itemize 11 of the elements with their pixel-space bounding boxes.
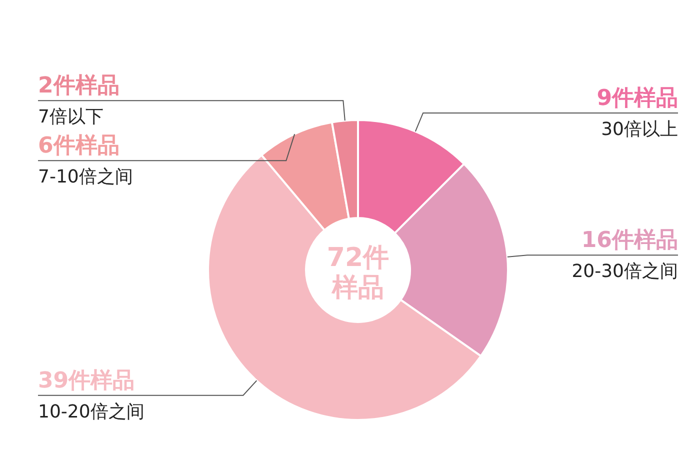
slice-label: 7-10倍之间 xyxy=(38,166,133,188)
data-label: 6件样品 xyxy=(38,134,120,159)
data-label: 16件样品 xyxy=(581,228,678,254)
text: 72件样品 xyxy=(326,243,390,303)
slice-label: 30倍以上 xyxy=(601,118,678,140)
slice-label: 10-20倍之间 xyxy=(38,401,144,422)
data-label: 39件样品 xyxy=(38,368,135,394)
data-label: 9件样品 xyxy=(596,86,678,111)
slice-label: 7倍以下 xyxy=(38,106,104,128)
data-label: 2件样品 xyxy=(38,74,120,99)
slice-label: 20-30倍之间 xyxy=(572,261,678,282)
